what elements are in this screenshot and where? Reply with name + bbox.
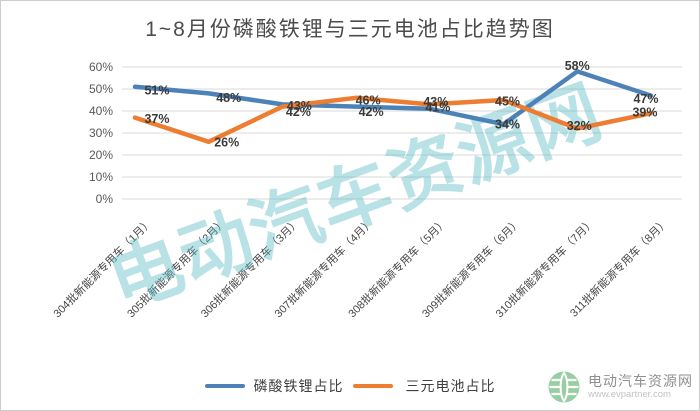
data-label: 26% xyxy=(214,135,239,149)
legend-label-lfp: 磷酸铁锂占比 xyxy=(253,378,344,394)
data-label: 39% xyxy=(632,106,657,120)
data-label: 42% xyxy=(359,105,384,119)
y-axis-tick-label: 20% xyxy=(89,148,113,162)
data-label: 46% xyxy=(356,93,381,107)
y-axis-tick-label: 40% xyxy=(89,104,113,118)
y-axis-tick-label: 60% xyxy=(89,60,113,74)
data-label: 48% xyxy=(216,91,241,105)
logo-text: 电动汽车资源网 www.evpartner.com xyxy=(588,373,693,400)
data-label: 34% xyxy=(495,118,520,132)
watermark-text: 电动汽车资源网 xyxy=(99,72,613,324)
legend: 磷酸铁锂占比 三元电池占比 xyxy=(1,375,699,397)
y-axis-tick-label: 0% xyxy=(96,192,114,206)
logo-site-name: 电动汽车资源网 xyxy=(588,373,693,390)
series-line-1 xyxy=(132,95,654,145)
data-label: 45% xyxy=(495,95,520,109)
evpartner-logo: 电动汽车资源网 www.evpartner.com xyxy=(547,370,693,404)
data-label: 42% xyxy=(286,105,311,119)
y-axis-tick-label: 10% xyxy=(89,170,113,184)
data-label: 58% xyxy=(565,59,590,73)
y-axis-tick-label: 50% xyxy=(89,82,113,96)
legend-marker-ternary xyxy=(352,384,393,388)
data-label: 41% xyxy=(425,100,450,114)
y-axis-tick-label: 30% xyxy=(89,126,113,140)
logo-site-url: www.evpartner.com xyxy=(588,388,671,400)
data-label: 51% xyxy=(144,83,169,97)
data-label: 47% xyxy=(633,92,658,106)
series-line-0 xyxy=(132,69,654,127)
data-label: 32% xyxy=(567,119,592,133)
evpartner-coin-icon xyxy=(548,371,580,403)
data-label: 43% xyxy=(287,99,312,113)
data-label: 43% xyxy=(423,95,448,109)
chart-title: 1~8月份磷酸铁锂与三元电池占比趋势图 xyxy=(145,18,555,41)
data-label: 37% xyxy=(144,112,169,126)
legend-marker-lfp xyxy=(204,384,245,388)
legend-label-ternary: 三元电池占比 xyxy=(405,378,496,394)
